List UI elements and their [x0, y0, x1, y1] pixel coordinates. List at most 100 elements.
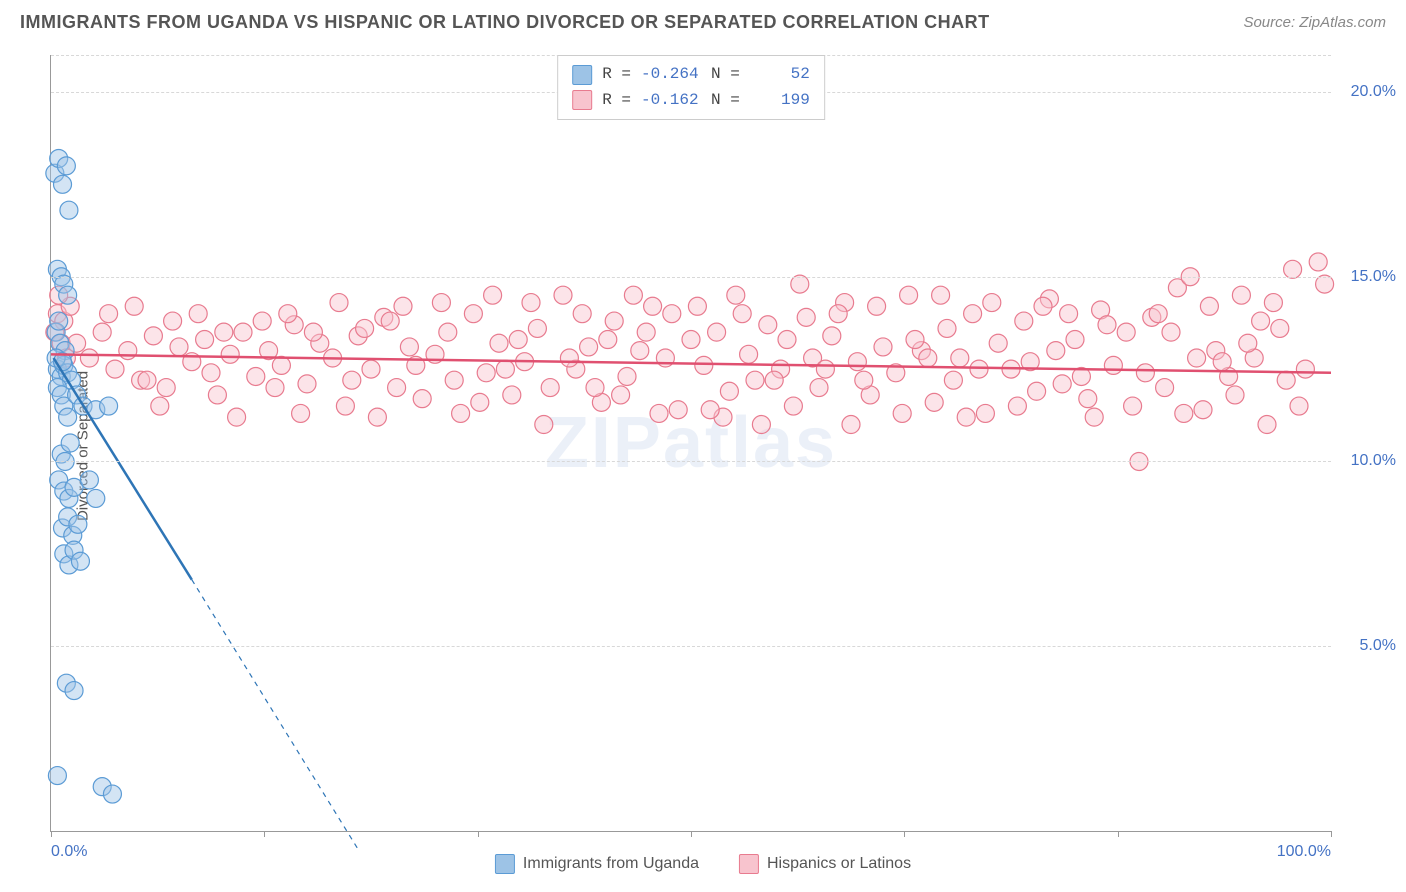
data-point [1008, 397, 1026, 415]
plot-area: ZIPatlas R = -0.264 N = 52 R = -0.162 N … [50, 55, 1331, 832]
data-point [1296, 360, 1314, 378]
data-point [61, 434, 79, 452]
data-point [100, 305, 118, 323]
data-point [103, 785, 121, 803]
data-point [695, 356, 713, 374]
data-point [208, 386, 226, 404]
data-point [1258, 416, 1276, 434]
data-point [57, 157, 75, 175]
data-point [855, 371, 873, 389]
data-point [196, 331, 214, 349]
data-point [60, 201, 78, 219]
data-point [708, 323, 726, 341]
data-point [784, 397, 802, 415]
data-point [650, 404, 668, 422]
data-point [368, 408, 386, 426]
data-point [100, 397, 118, 415]
data-point [1085, 408, 1103, 426]
data-point [1136, 364, 1154, 382]
data-point [1066, 331, 1084, 349]
data-point [1034, 297, 1052, 315]
data-point [234, 323, 252, 341]
r-value-hispanic: -0.162 [641, 88, 701, 114]
data-point [509, 331, 527, 349]
data-point [976, 404, 994, 422]
data-point [1156, 379, 1174, 397]
data-point [221, 345, 239, 363]
data-point [528, 319, 546, 337]
data-point [560, 349, 578, 367]
data-point [1175, 404, 1193, 422]
data-point [69, 515, 87, 533]
data-point [266, 379, 284, 397]
data-point [400, 338, 418, 356]
data-point [247, 367, 265, 385]
legend-row-uganda: R = -0.264 N = 52 [572, 62, 810, 88]
data-point [541, 379, 559, 397]
data-point [925, 393, 943, 411]
data-point [1252, 312, 1270, 330]
data-point [823, 327, 841, 345]
data-point [829, 305, 847, 323]
data-point [54, 175, 72, 193]
data-point [1028, 382, 1046, 400]
data-point [522, 294, 540, 312]
swatch-uganda [572, 65, 592, 85]
chart-header: IMMIGRANTS FROM UGANDA VS HISPANIC OR LA… [0, 0, 1406, 41]
data-point [48, 767, 66, 785]
data-point [157, 379, 175, 397]
data-point [292, 404, 310, 422]
data-point [970, 360, 988, 378]
legend-label-uganda: Immigrants from Uganda [523, 855, 699, 873]
data-point [554, 286, 572, 304]
data-point [138, 371, 156, 389]
data-point [1053, 375, 1071, 393]
legend-item-hispanic: Hispanics or Latinos [739, 854, 911, 874]
swatch-uganda-icon [495, 854, 515, 874]
data-point [1047, 342, 1065, 360]
data-point [752, 416, 770, 434]
data-point [279, 305, 297, 323]
data-point [957, 408, 975, 426]
data-point [797, 308, 815, 326]
swatch-hispanic [572, 90, 592, 110]
data-point [125, 297, 143, 315]
data-point [477, 364, 495, 382]
data-point [164, 312, 182, 330]
data-point [1188, 349, 1206, 367]
data-point [535, 416, 553, 434]
data-point [1316, 275, 1334, 293]
data-point [189, 305, 207, 323]
data-point [900, 286, 918, 304]
data-point [151, 397, 169, 415]
data-point [106, 360, 124, 378]
data-point [631, 342, 649, 360]
data-point [682, 331, 700, 349]
y-tick-label: 10.0% [1351, 452, 1396, 470]
data-point [778, 331, 796, 349]
data-point [298, 375, 316, 393]
data-point [80, 349, 98, 367]
legend-label-hispanic: Hispanics or Latinos [767, 855, 911, 873]
data-point [215, 323, 233, 341]
data-point [586, 379, 604, 397]
data-point [228, 408, 246, 426]
data-point [1194, 401, 1212, 419]
data-point [1104, 356, 1122, 374]
x-tick-label: 0.0% [51, 843, 87, 861]
data-point [868, 297, 886, 315]
r-value-uganda: -0.264 [641, 62, 701, 88]
data-point [932, 286, 950, 304]
x-tick-label: 100.0% [1277, 843, 1331, 861]
data-point [439, 323, 457, 341]
data-point [445, 371, 463, 389]
data-point [964, 305, 982, 323]
data-point [791, 275, 809, 293]
y-tick-label: 15.0% [1351, 268, 1396, 286]
data-point [842, 416, 860, 434]
data-point [906, 331, 924, 349]
data-point [1149, 305, 1167, 323]
data-point [618, 367, 636, 385]
y-tick-label: 5.0% [1360, 637, 1396, 655]
data-point [669, 401, 687, 419]
